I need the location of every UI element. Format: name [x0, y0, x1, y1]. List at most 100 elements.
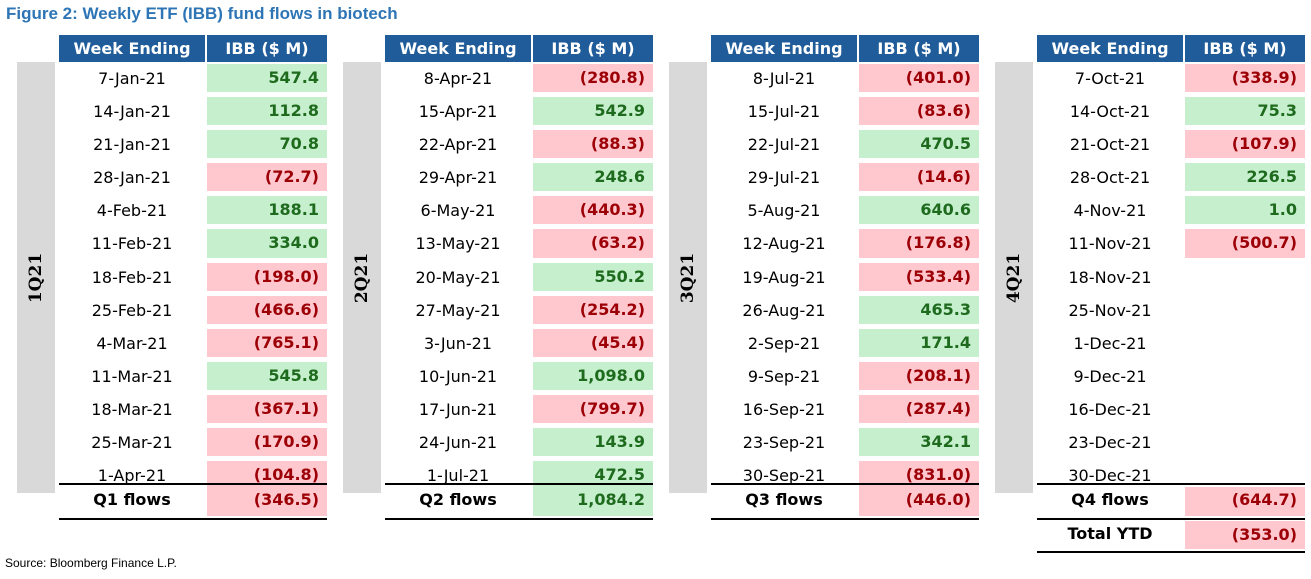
total-ytd-label: Total YTD [1067, 524, 1153, 543]
table-row: 14-Oct-21 75.3 [1037, 95, 1305, 128]
table-row: 23-Dec-21 [1037, 426, 1305, 459]
flow-value-cell: (440.3) [533, 196, 653, 225]
table-row: 9-Dec-21 [1037, 360, 1305, 393]
flow-value-cell: 334.0 [207, 229, 327, 258]
flow-value-cell: (367.1) [207, 394, 327, 424]
week-rows: 7-Jan-21 547.4 14-Jan-21 112.8 21-Jan-21 70.8… [59, 62, 327, 492]
header-ibb: IBB ($ M) [1185, 35, 1305, 62]
week-ending-cell: 1-Apr-21 [97, 466, 167, 486]
flow-value-cell: (176.8) [859, 229, 979, 258]
table-row: 2-Sep-21 171.4 [711, 327, 979, 360]
quarter-total-label: Q1 flows [93, 490, 171, 509]
flow-value-cell: 112.8 [207, 97, 327, 126]
week-ending-cell: 25-Feb-21 [91, 300, 173, 320]
week-ending-cell: 22-Jul-21 [747, 135, 821, 155]
table-row: 29-Jul-21 (14.6) [711, 161, 979, 194]
week-ending-cell: 4-Mar-21 [96, 333, 168, 353]
week-ending-cell: 27-May-21 [415, 300, 501, 320]
quarter-label-text: 1Q21 [26, 252, 46, 303]
table-row: 7-Oct-21 (338.9) [1037, 62, 1305, 95]
week-ending-cell: 18-Mar-21 [91, 399, 173, 419]
week-ending-cell: 21-Oct-21 [1069, 135, 1151, 155]
week-ending-cell: 5-Aug-21 [747, 201, 821, 221]
table-row: 23-Sep-21 342.1 [711, 426, 979, 459]
quarter-total-value: (346.5) [207, 487, 327, 516]
quarter-total-row: Q2 flows 1,084.2 [385, 483, 653, 520]
quarter-total-row: Q1 flows (346.5) [59, 483, 327, 520]
quarter-label: 4Q21 [995, 62, 1033, 493]
week-ending-cell: 1-Dec-21 [1073, 333, 1147, 353]
week-ending-cell: 16-Sep-21 [742, 399, 826, 419]
table-row: 11-Mar-21 545.8 [59, 360, 327, 393]
week-ending-cell: 1-Jul-21 [426, 466, 490, 486]
table-row: 21-Jan-21 70.8 [59, 128, 327, 161]
flow-value-cell: 342.1 [859, 428, 979, 457]
flow-value-cell: (14.6) [859, 163, 979, 192]
flow-value-cell: 470.5 [859, 130, 979, 159]
week-ending-cell: 11-Mar-21 [91, 366, 173, 386]
week-ending-cell: 9-Dec-21 [1073, 366, 1147, 386]
table-row: 8-Apr-21 (280.8) [385, 62, 653, 95]
flow-value-cell: (799.7) [533, 394, 653, 424]
quarter-total-value: 1,084.2 [533, 487, 653, 516]
week-ending-cell: 18-Feb-21 [91, 267, 173, 287]
flow-value-cell: (765.1) [207, 328, 327, 357]
flow-value-cell: (287.4) [859, 394, 979, 424]
table-row: 29-Apr-21 248.6 [385, 161, 653, 194]
table-row: 11-Nov-21 (500.7) [1037, 227, 1305, 260]
table-row: 18-Mar-21 (367.1) [59, 393, 327, 426]
week-ending-cell: 17-Jun-21 [418, 399, 498, 419]
table-row: 19-Aug-21 (533.4) [711, 261, 979, 294]
table-row: 4-Nov-21 1.0 [1037, 194, 1305, 227]
flow-value-cell: 1,098.0 [533, 361, 653, 390]
week-ending-cell: 9-Sep-21 [747, 366, 821, 386]
table-row: 16-Dec-21 [1037, 393, 1305, 426]
week-ending-cell: 2-Sep-21 [747, 333, 821, 353]
week-ending-cell: 4-Nov-21 [1073, 201, 1147, 221]
week-ending-cell: 13-May-21 [415, 234, 501, 254]
quarter-label-text: 4Q21 [1004, 252, 1024, 303]
table-row: 22-Jul-21 470.5 [711, 128, 979, 161]
week-ending-cell: 22-Apr-21 [418, 135, 498, 155]
table-row: 17-Jun-21 (799.7) [385, 393, 653, 426]
table-row: 13-May-21 (63.2) [385, 227, 653, 260]
quarter-label: 1Q21 [17, 62, 55, 493]
table-row: 1-Dec-21 [1037, 327, 1305, 360]
flow-value-cell [1185, 329, 1305, 357]
week-ending-cell: 21-Jan-21 [93, 135, 171, 155]
flow-value-cell: (107.9) [1185, 130, 1305, 159]
week-ending-cell: 30-Sep-21 [742, 466, 826, 486]
flow-value-cell: (401.0) [859, 64, 979, 93]
flow-value-cell: 171.4 [859, 328, 979, 357]
table-row: 27-May-21 (254.2) [385, 294, 653, 327]
week-ending-cell: 7-Oct-21 [1074, 69, 1146, 88]
flow-value-cell: 640.6 [859, 196, 979, 225]
week-ending-cell: 10-Jun-21 [418, 366, 498, 386]
quarter-label: 3Q21 [669, 62, 707, 493]
week-ending-cell: 8-Jul-21 [752, 69, 816, 88]
flow-value-cell: 75.3 [1185, 97, 1305, 126]
flow-value-cell [1185, 362, 1305, 390]
table-row: 21-Oct-21 (107.9) [1037, 128, 1305, 161]
week-ending-cell: 30-Dec-21 [1068, 466, 1152, 486]
quarter-total-row: Q3 flows (446.0) [711, 483, 979, 520]
header-week-ending: Week Ending [59, 35, 205, 62]
flow-value-cell: 143.9 [533, 428, 653, 457]
week-ending-cell: 23-Dec-21 [1068, 433, 1152, 453]
flow-value-cell: (208.1) [859, 361, 979, 390]
flow-value-cell: 248.6 [533, 163, 653, 192]
flow-value-cell: (198.0) [207, 262, 327, 291]
total-ytd-row: Total YTD (353.0) [1037, 518, 1305, 553]
week-ending-cell: 18-Nov-21 [1068, 267, 1152, 287]
header-week-ending: Week Ending [1037, 35, 1183, 62]
flow-value-cell: 226.5 [1185, 163, 1305, 192]
table-row: 8-Jul-21 (401.0) [711, 62, 979, 95]
quarter-label-text: 2Q21 [352, 252, 372, 303]
table-row: 15-Jul-21 (83.6) [711, 95, 979, 128]
flow-value-cell: 1.0 [1185, 196, 1305, 225]
week-ending-cell: 8-Apr-21 [423, 69, 493, 88]
week-ending-cell: 4-Feb-21 [96, 201, 168, 221]
header-ibb: IBB ($ M) [533, 35, 653, 62]
week-ending-cell: 7-Jan-21 [98, 69, 166, 88]
table-row: 7-Jan-21 547.4 [59, 62, 327, 95]
